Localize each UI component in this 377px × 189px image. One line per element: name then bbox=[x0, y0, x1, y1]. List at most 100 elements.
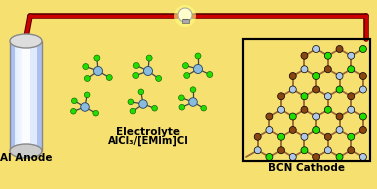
Circle shape bbox=[336, 86, 343, 93]
Circle shape bbox=[289, 126, 296, 133]
Bar bbox=[14, 41, 15, 151]
Bar bbox=[27, 41, 28, 151]
Bar bbox=[22, 41, 23, 151]
Circle shape bbox=[81, 103, 89, 111]
Circle shape bbox=[70, 108, 76, 114]
Circle shape bbox=[152, 105, 158, 111]
Bar bbox=[38, 41, 39, 151]
Circle shape bbox=[84, 92, 90, 98]
Bar bbox=[25, 41, 26, 151]
Bar bbox=[17, 41, 18, 151]
Bar bbox=[37, 41, 38, 151]
Circle shape bbox=[266, 126, 273, 133]
Circle shape bbox=[301, 133, 308, 140]
Bar bbox=[32, 41, 34, 151]
Circle shape bbox=[201, 105, 207, 111]
Circle shape bbox=[313, 73, 320, 80]
Circle shape bbox=[336, 73, 343, 80]
Circle shape bbox=[277, 93, 285, 100]
Circle shape bbox=[336, 113, 343, 120]
Circle shape bbox=[254, 147, 261, 154]
Bar bbox=[24, 41, 25, 151]
Circle shape bbox=[195, 53, 201, 59]
Circle shape bbox=[72, 98, 77, 104]
Bar bbox=[29, 41, 30, 151]
Circle shape bbox=[139, 100, 147, 108]
Circle shape bbox=[359, 153, 366, 160]
Circle shape bbox=[190, 87, 196, 92]
Circle shape bbox=[348, 147, 355, 154]
Circle shape bbox=[359, 46, 366, 53]
Bar bbox=[39, 41, 40, 151]
Circle shape bbox=[179, 95, 184, 101]
Circle shape bbox=[277, 133, 285, 140]
Circle shape bbox=[359, 73, 366, 80]
Circle shape bbox=[106, 74, 112, 81]
Circle shape bbox=[348, 133, 355, 140]
Circle shape bbox=[301, 93, 308, 100]
Circle shape bbox=[289, 153, 296, 160]
Circle shape bbox=[313, 86, 320, 93]
Bar bbox=[13, 41, 14, 151]
Circle shape bbox=[336, 126, 343, 133]
Circle shape bbox=[313, 113, 320, 120]
Circle shape bbox=[182, 63, 188, 69]
Circle shape bbox=[348, 93, 355, 100]
Circle shape bbox=[359, 126, 366, 133]
Circle shape bbox=[289, 113, 296, 120]
Circle shape bbox=[138, 89, 144, 95]
Circle shape bbox=[324, 133, 331, 140]
Bar bbox=[243, 39, 370, 161]
Circle shape bbox=[128, 99, 134, 105]
Bar bbox=[23, 41, 24, 151]
Circle shape bbox=[189, 98, 197, 106]
Circle shape bbox=[146, 55, 152, 61]
Bar bbox=[181, 19, 188, 23]
Bar bbox=[31, 41, 32, 151]
Bar bbox=[12, 41, 13, 151]
Bar bbox=[243, 39, 370, 161]
Bar bbox=[11, 41, 12, 151]
Bar bbox=[40, 41, 41, 151]
Bar bbox=[20, 41, 21, 151]
Circle shape bbox=[301, 66, 308, 73]
Circle shape bbox=[184, 73, 190, 78]
Circle shape bbox=[178, 8, 192, 22]
Text: AlCl₃/[EMIm]Cl: AlCl₃/[EMIm]Cl bbox=[107, 136, 188, 146]
Circle shape bbox=[324, 52, 331, 59]
Bar bbox=[34, 41, 35, 151]
Circle shape bbox=[133, 63, 139, 68]
Circle shape bbox=[83, 64, 89, 70]
Circle shape bbox=[93, 110, 98, 116]
Circle shape bbox=[93, 67, 103, 75]
Bar bbox=[26, 41, 27, 151]
Ellipse shape bbox=[10, 34, 42, 48]
Bar bbox=[28, 41, 29, 151]
Circle shape bbox=[130, 108, 136, 114]
Circle shape bbox=[289, 86, 296, 93]
Bar bbox=[10, 41, 11, 151]
Circle shape bbox=[359, 113, 366, 120]
Circle shape bbox=[348, 52, 355, 59]
Circle shape bbox=[193, 64, 202, 74]
Circle shape bbox=[207, 71, 213, 77]
Circle shape bbox=[266, 153, 273, 160]
Circle shape bbox=[277, 147, 285, 154]
Circle shape bbox=[289, 73, 296, 80]
Circle shape bbox=[84, 75, 90, 81]
Circle shape bbox=[348, 66, 355, 73]
Text: BCN Cathode: BCN Cathode bbox=[268, 163, 345, 173]
Bar bbox=[21, 41, 22, 151]
Bar bbox=[18, 41, 20, 151]
Bar bbox=[10, 41, 42, 151]
Circle shape bbox=[301, 52, 308, 59]
Ellipse shape bbox=[10, 144, 42, 158]
Circle shape bbox=[254, 133, 261, 140]
Circle shape bbox=[336, 46, 343, 53]
Circle shape bbox=[174, 5, 196, 27]
Circle shape bbox=[324, 93, 331, 100]
Text: Al Anode: Al Anode bbox=[0, 153, 52, 163]
Circle shape bbox=[94, 55, 100, 61]
Circle shape bbox=[359, 86, 366, 93]
Bar bbox=[41, 41, 42, 151]
